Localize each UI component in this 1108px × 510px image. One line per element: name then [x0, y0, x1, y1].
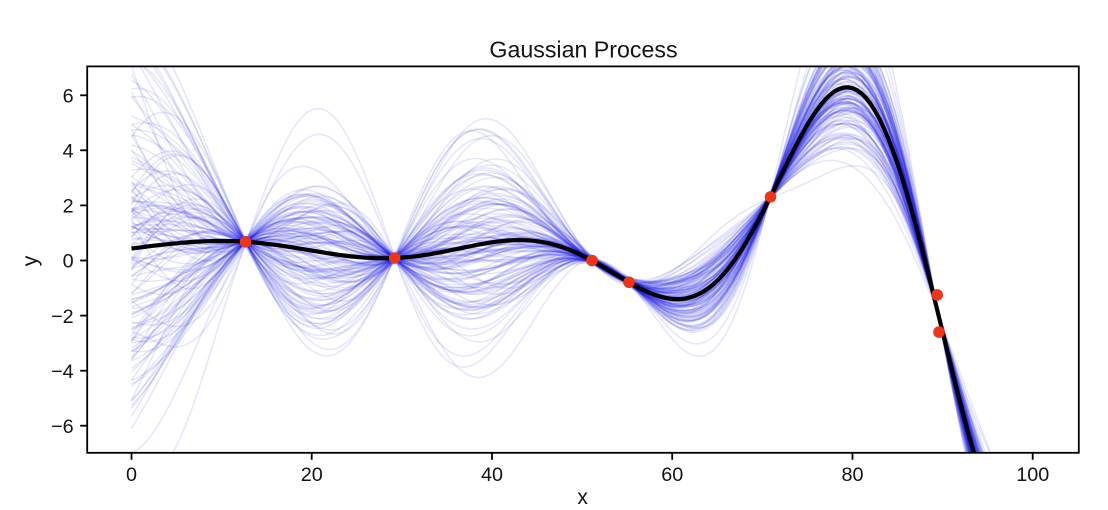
svg-text:6: 6	[63, 86, 74, 108]
svg-text:60: 60	[661, 464, 683, 486]
svg-text:40: 40	[481, 464, 503, 486]
svg-text:−2: −2	[51, 306, 74, 328]
svg-text:4: 4	[63, 141, 74, 163]
svg-text:−4: −4	[51, 361, 74, 383]
svg-text:2: 2	[63, 196, 74, 218]
svg-text:−6: −6	[51, 416, 74, 438]
svg-text:20: 20	[301, 464, 323, 486]
svg-text:0: 0	[63, 251, 74, 273]
svg-text:0: 0	[126, 464, 137, 486]
svg-text:80: 80	[841, 464, 863, 486]
svg-text:x: x	[577, 486, 588, 509]
svg-text:y: y	[19, 255, 42, 266]
svg-text:100: 100	[1016, 464, 1049, 486]
svg-text:Gaussian Process: Gaussian Process	[489, 37, 677, 63]
